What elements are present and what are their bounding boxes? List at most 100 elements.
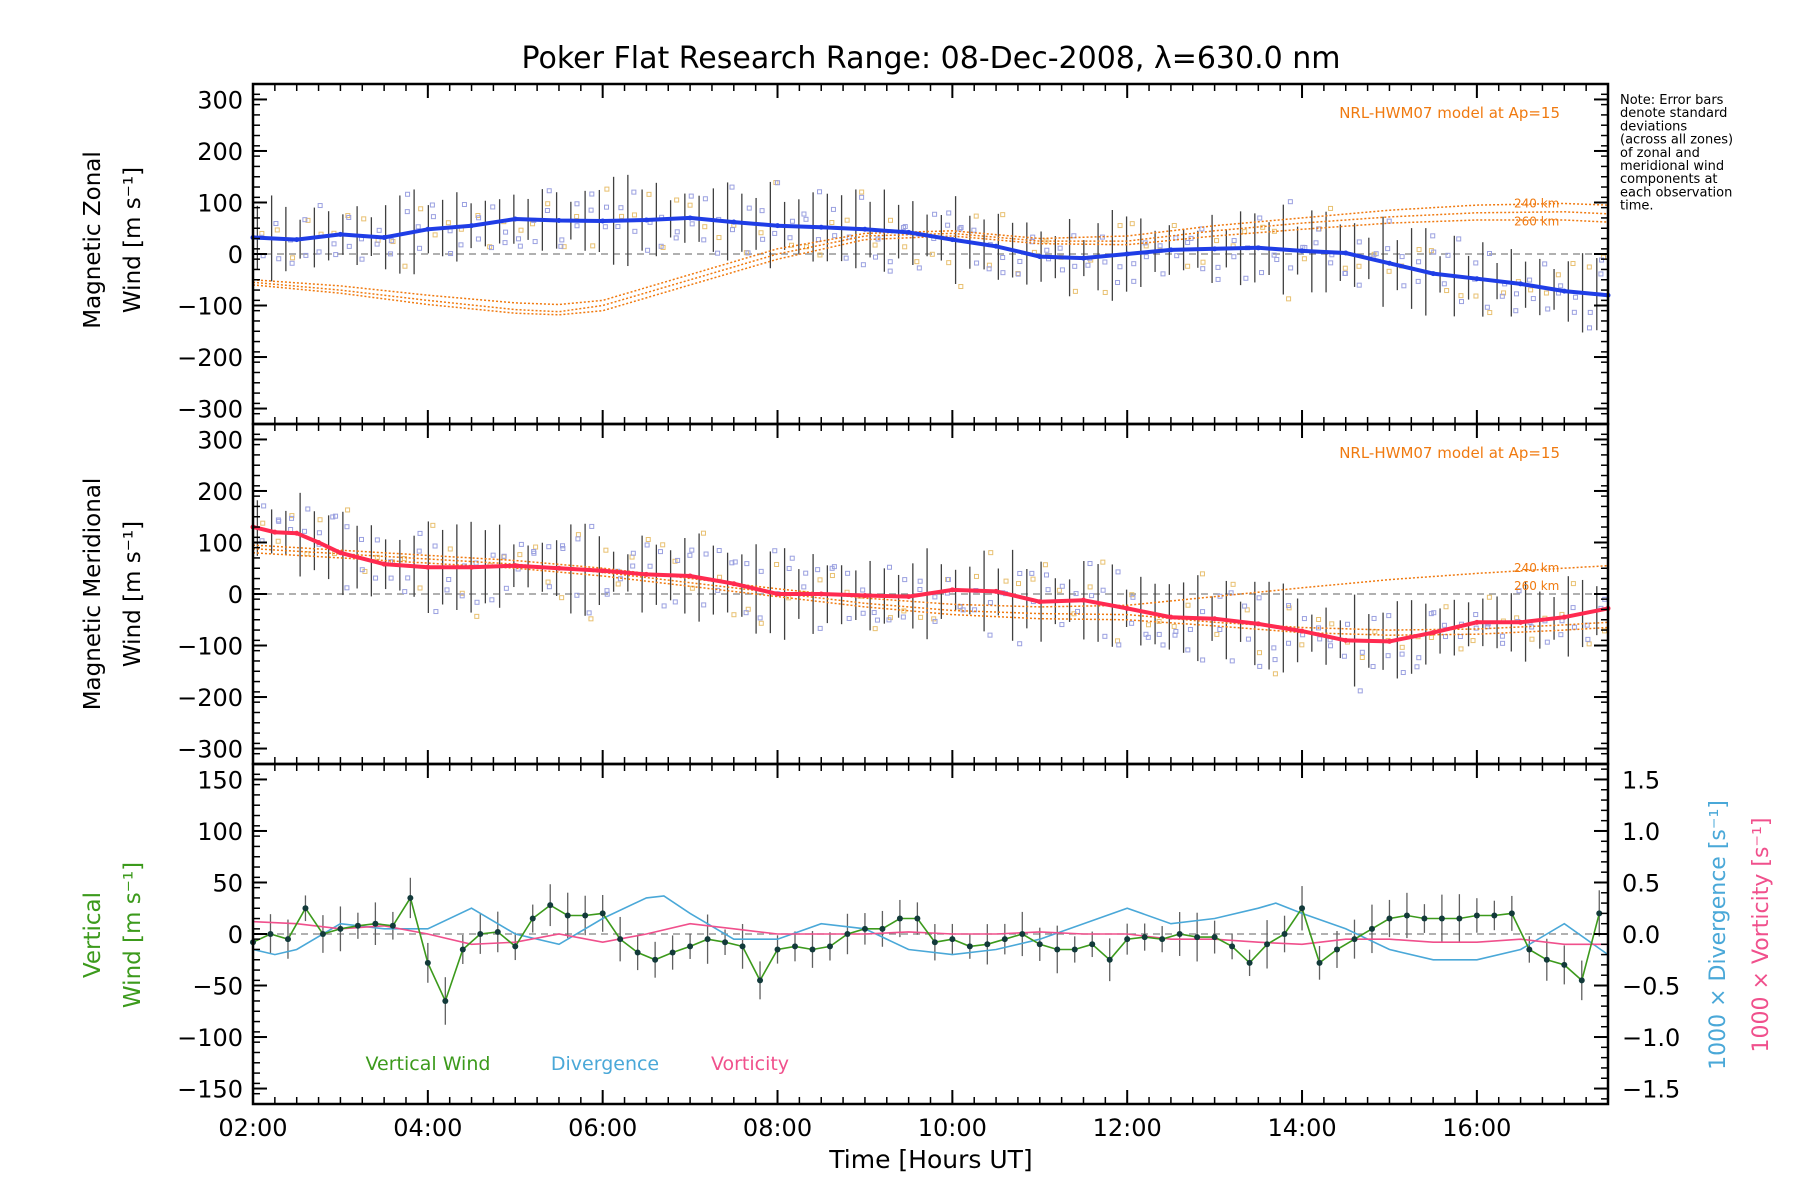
zone-point — [574, 592, 580, 598]
zone-point — [1359, 649, 1365, 655]
zone-point — [289, 515, 295, 521]
note-line: of zonal and — [1620, 146, 1700, 161]
zone-point — [331, 241, 337, 247]
zone-point — [1160, 271, 1166, 277]
zone-point — [1301, 256, 1307, 262]
zone-point — [261, 503, 267, 509]
meridional-ylabel-line2: Wind [m s⁻¹] — [120, 521, 146, 667]
zone-point — [260, 520, 266, 526]
zone-point — [445, 220, 451, 226]
wind-series-point — [512, 216, 518, 222]
zone-point — [1513, 308, 1519, 314]
wind-series-point — [1430, 271, 1436, 277]
zone-point — [872, 626, 878, 632]
zone-point — [489, 245, 495, 251]
zone-point — [546, 188, 552, 194]
zone-point — [1416, 247, 1422, 253]
zone-point — [804, 244, 810, 250]
zone-point — [1386, 268, 1392, 274]
y-tick-label: 50 — [212, 869, 243, 897]
zone-point — [844, 217, 850, 223]
zone-point — [1117, 264, 1123, 270]
zone-point — [1129, 592, 1135, 598]
zone-point — [1528, 287, 1534, 293]
wind-series-point — [775, 223, 781, 229]
zone-point — [432, 543, 438, 549]
zonal-ylabel: Magnetic Zonal Wind [m s⁻¹] — [80, 151, 146, 329]
zone-point — [917, 587, 923, 593]
zone-point — [645, 247, 651, 253]
zone-point — [1229, 658, 1235, 664]
zone-point — [589, 523, 595, 529]
zone-point — [931, 616, 937, 622]
x-tick-label: 12:00 — [1093, 1114, 1162, 1142]
wind-series-point — [469, 564, 475, 570]
zone-point — [417, 245, 423, 251]
zone-point — [615, 224, 621, 230]
y-tick-label: 0 — [228, 581, 243, 609]
zone-point — [1599, 257, 1605, 263]
zone-point — [459, 593, 465, 599]
zone-point — [1356, 263, 1362, 269]
model-curve — [252, 219, 1609, 316]
zone-point — [817, 625, 823, 631]
wind-series-point — [600, 568, 606, 574]
vertical-wind-point — [1159, 936, 1166, 943]
wind-series-point — [294, 530, 300, 536]
vertical-wind-point — [1211, 934, 1218, 941]
wind-series-point — [731, 581, 737, 587]
wind-series-point — [337, 231, 343, 237]
zone-point — [729, 184, 735, 190]
zone-point — [630, 563, 636, 569]
vertical-wind-point — [1316, 959, 1323, 966]
wind-series-point — [862, 593, 868, 599]
zone-point — [1457, 634, 1463, 640]
wind-series-point — [1168, 614, 1174, 620]
zone-point — [1370, 664, 1376, 670]
zone-point — [846, 615, 852, 621]
note-line: denote standard — [1620, 106, 1727, 121]
zone-point — [672, 599, 678, 605]
zone-point — [843, 255, 849, 261]
zone-point — [689, 221, 695, 227]
wind-series-point — [906, 594, 912, 600]
zone-point — [1443, 604, 1449, 610]
zone-point — [1029, 239, 1035, 245]
zone-point — [932, 211, 938, 217]
zone-point — [1501, 290, 1507, 296]
vertical-wind-point — [319, 931, 326, 937]
y-tick-label: −50 — [192, 973, 243, 1001]
wind-series-point — [775, 591, 781, 597]
wind-series-point — [949, 587, 955, 593]
zone-point — [588, 207, 594, 213]
zone-point — [1187, 626, 1193, 632]
zone-point — [772, 230, 778, 236]
zone-point — [1286, 603, 1292, 609]
zone-point — [317, 203, 323, 209]
zone-point — [447, 546, 453, 552]
zone-point — [359, 567, 365, 573]
model-alt-label-240: 240 km — [1514, 197, 1559, 211]
wind-series-point — [294, 237, 300, 243]
zone-point — [675, 557, 681, 563]
x-axis-label: Time [Hours UT] — [828, 1145, 1032, 1174]
zone-point — [914, 259, 920, 265]
zone-point — [1586, 264, 1592, 270]
y-tick-label: 100 — [197, 818, 243, 846]
zone-point — [1043, 572, 1049, 578]
zone-point — [401, 556, 407, 562]
zone-point — [476, 215, 482, 221]
zone-point — [701, 602, 707, 608]
wind-series-point — [1124, 605, 1130, 611]
vertical-wind-point — [861, 925, 868, 932]
zone-point — [1316, 616, 1322, 622]
meridional-wind-panel: NRL-HWM07 model at Ap=15 240 km 260 km 300 2… — [177, 422, 1611, 766]
zone-point — [1217, 627, 1223, 633]
wind-series-point — [687, 573, 693, 579]
zone-point — [631, 189, 637, 195]
zone-point — [1242, 603, 1248, 609]
y-tick-label: 150 — [197, 766, 243, 794]
wind-series-point — [1255, 621, 1261, 627]
zone-point — [902, 224, 908, 230]
wind-series-point — [1212, 616, 1218, 622]
